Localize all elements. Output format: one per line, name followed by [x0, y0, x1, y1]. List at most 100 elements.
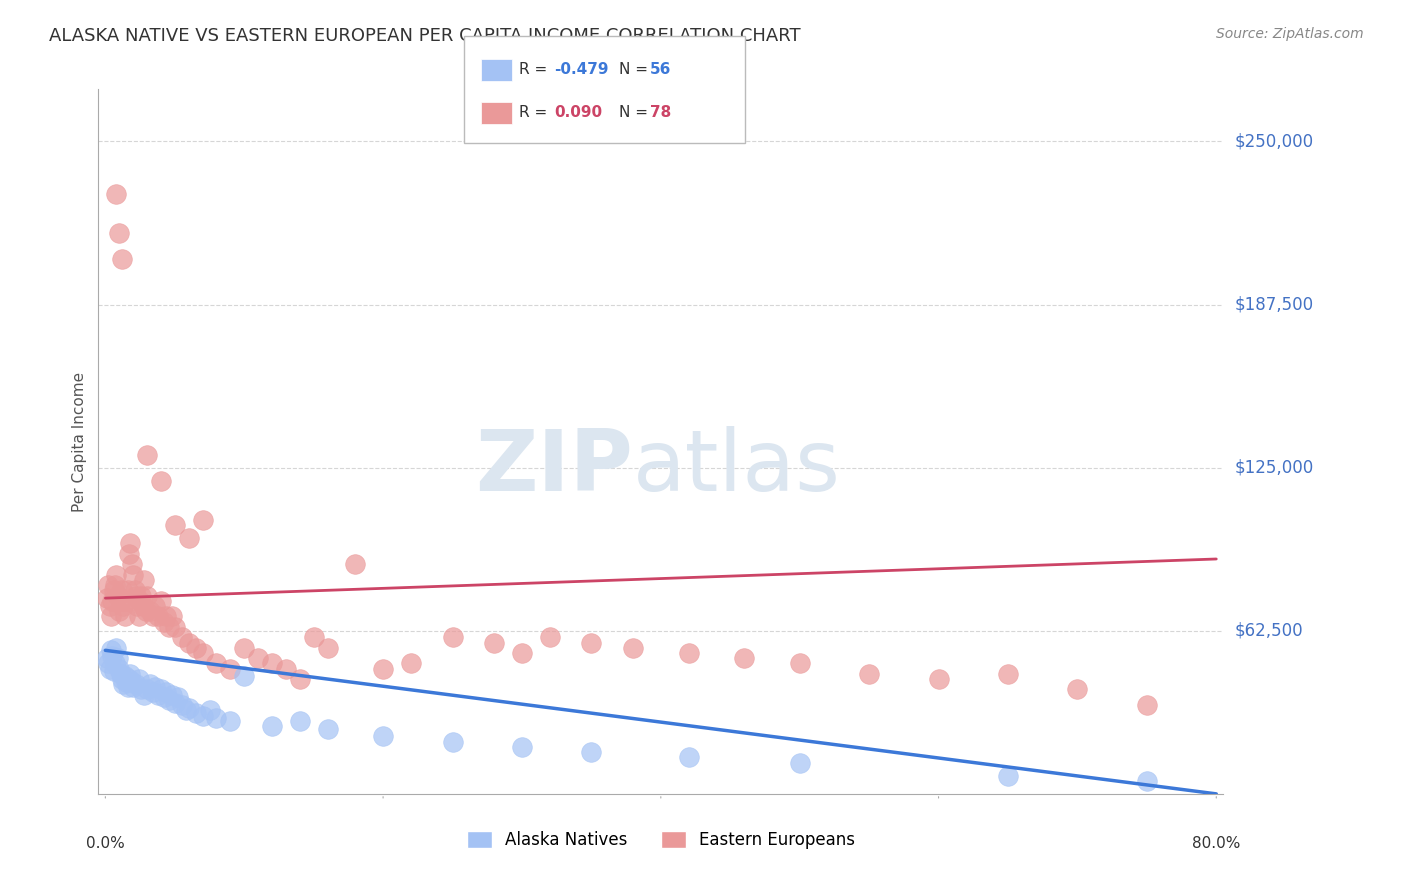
Point — [302, 630, 325, 644]
Point — [131, 682, 153, 697]
Point — [170, 698, 193, 713]
Point — [510, 739, 533, 754]
Point — [191, 646, 214, 660]
Point — [128, 609, 150, 624]
Point — [219, 714, 242, 728]
Text: N =: N = — [619, 62, 652, 78]
Text: 0.090: 0.090 — [554, 105, 602, 120]
Point — [125, 589, 148, 603]
Point — [858, 666, 880, 681]
Point — [118, 672, 141, 686]
Point — [288, 672, 311, 686]
Point — [1136, 773, 1159, 788]
Point — [135, 604, 157, 618]
Point — [160, 609, 183, 624]
Point — [177, 635, 200, 649]
Point — [110, 593, 132, 607]
Point — [146, 609, 169, 624]
Point — [441, 734, 464, 748]
Point — [198, 703, 221, 717]
Point — [233, 640, 256, 655]
Point — [101, 593, 124, 607]
Point — [142, 609, 165, 624]
Point — [170, 630, 193, 644]
Point — [247, 651, 270, 665]
Point — [120, 536, 142, 550]
Text: R =: R = — [519, 105, 553, 120]
Point — [143, 680, 166, 694]
Point — [1066, 682, 1088, 697]
Point — [621, 640, 644, 655]
Point — [115, 593, 138, 607]
Point — [316, 722, 339, 736]
Text: -0.479: -0.479 — [554, 62, 609, 78]
Point — [124, 583, 146, 598]
Point — [108, 604, 131, 618]
Point — [143, 599, 166, 613]
Point — [111, 583, 134, 598]
Point — [149, 682, 172, 697]
Point — [371, 730, 394, 744]
Point — [114, 669, 136, 683]
Text: N =: N = — [619, 105, 652, 120]
Point — [101, 648, 124, 663]
Point — [117, 583, 139, 598]
Point — [928, 672, 950, 686]
Point — [100, 643, 122, 657]
Point — [163, 620, 186, 634]
Point — [110, 666, 132, 681]
Point — [163, 518, 186, 533]
Point — [117, 680, 139, 694]
Point — [136, 682, 159, 697]
Point — [441, 630, 464, 644]
Point — [274, 662, 297, 676]
Point — [131, 589, 153, 603]
Point — [129, 593, 152, 607]
Point — [581, 745, 603, 759]
Point — [127, 599, 149, 613]
Point — [120, 666, 142, 681]
Point — [678, 750, 700, 764]
Point — [191, 708, 214, 723]
Point — [105, 186, 128, 201]
Text: Source: ZipAtlas.com: Source: ZipAtlas.com — [1216, 27, 1364, 41]
Point — [288, 714, 311, 728]
Point — [105, 567, 128, 582]
Point — [108, 226, 131, 240]
Point — [107, 651, 129, 665]
Point — [510, 646, 533, 660]
Point — [136, 589, 159, 603]
Text: $250,000: $250,000 — [1234, 132, 1313, 151]
Point — [1136, 698, 1159, 713]
Point — [103, 664, 125, 678]
Text: 0.0%: 0.0% — [86, 836, 125, 851]
Point — [149, 593, 172, 607]
Legend: Alaska Natives, Eastern Europeans: Alaska Natives, Eastern Europeans — [460, 824, 862, 856]
Point — [177, 700, 200, 714]
Point — [581, 635, 603, 649]
Text: $62,500: $62,500 — [1234, 622, 1303, 640]
Point — [128, 672, 150, 686]
Text: R =: R = — [519, 62, 553, 78]
Point — [163, 696, 186, 710]
Point — [121, 674, 143, 689]
Point — [205, 711, 228, 725]
Point — [157, 693, 180, 707]
Point — [233, 669, 256, 683]
Point — [97, 657, 120, 671]
Point — [482, 635, 505, 649]
Point — [205, 657, 228, 671]
Point — [112, 677, 135, 691]
Point — [191, 513, 214, 527]
Point — [105, 640, 128, 655]
Point — [112, 599, 135, 613]
Point — [184, 640, 207, 655]
Point — [104, 657, 127, 671]
Point — [122, 680, 145, 694]
Point — [538, 630, 561, 644]
Point — [184, 706, 207, 720]
Point — [136, 448, 159, 462]
Point — [134, 688, 156, 702]
Point — [789, 657, 811, 671]
Point — [103, 583, 125, 598]
